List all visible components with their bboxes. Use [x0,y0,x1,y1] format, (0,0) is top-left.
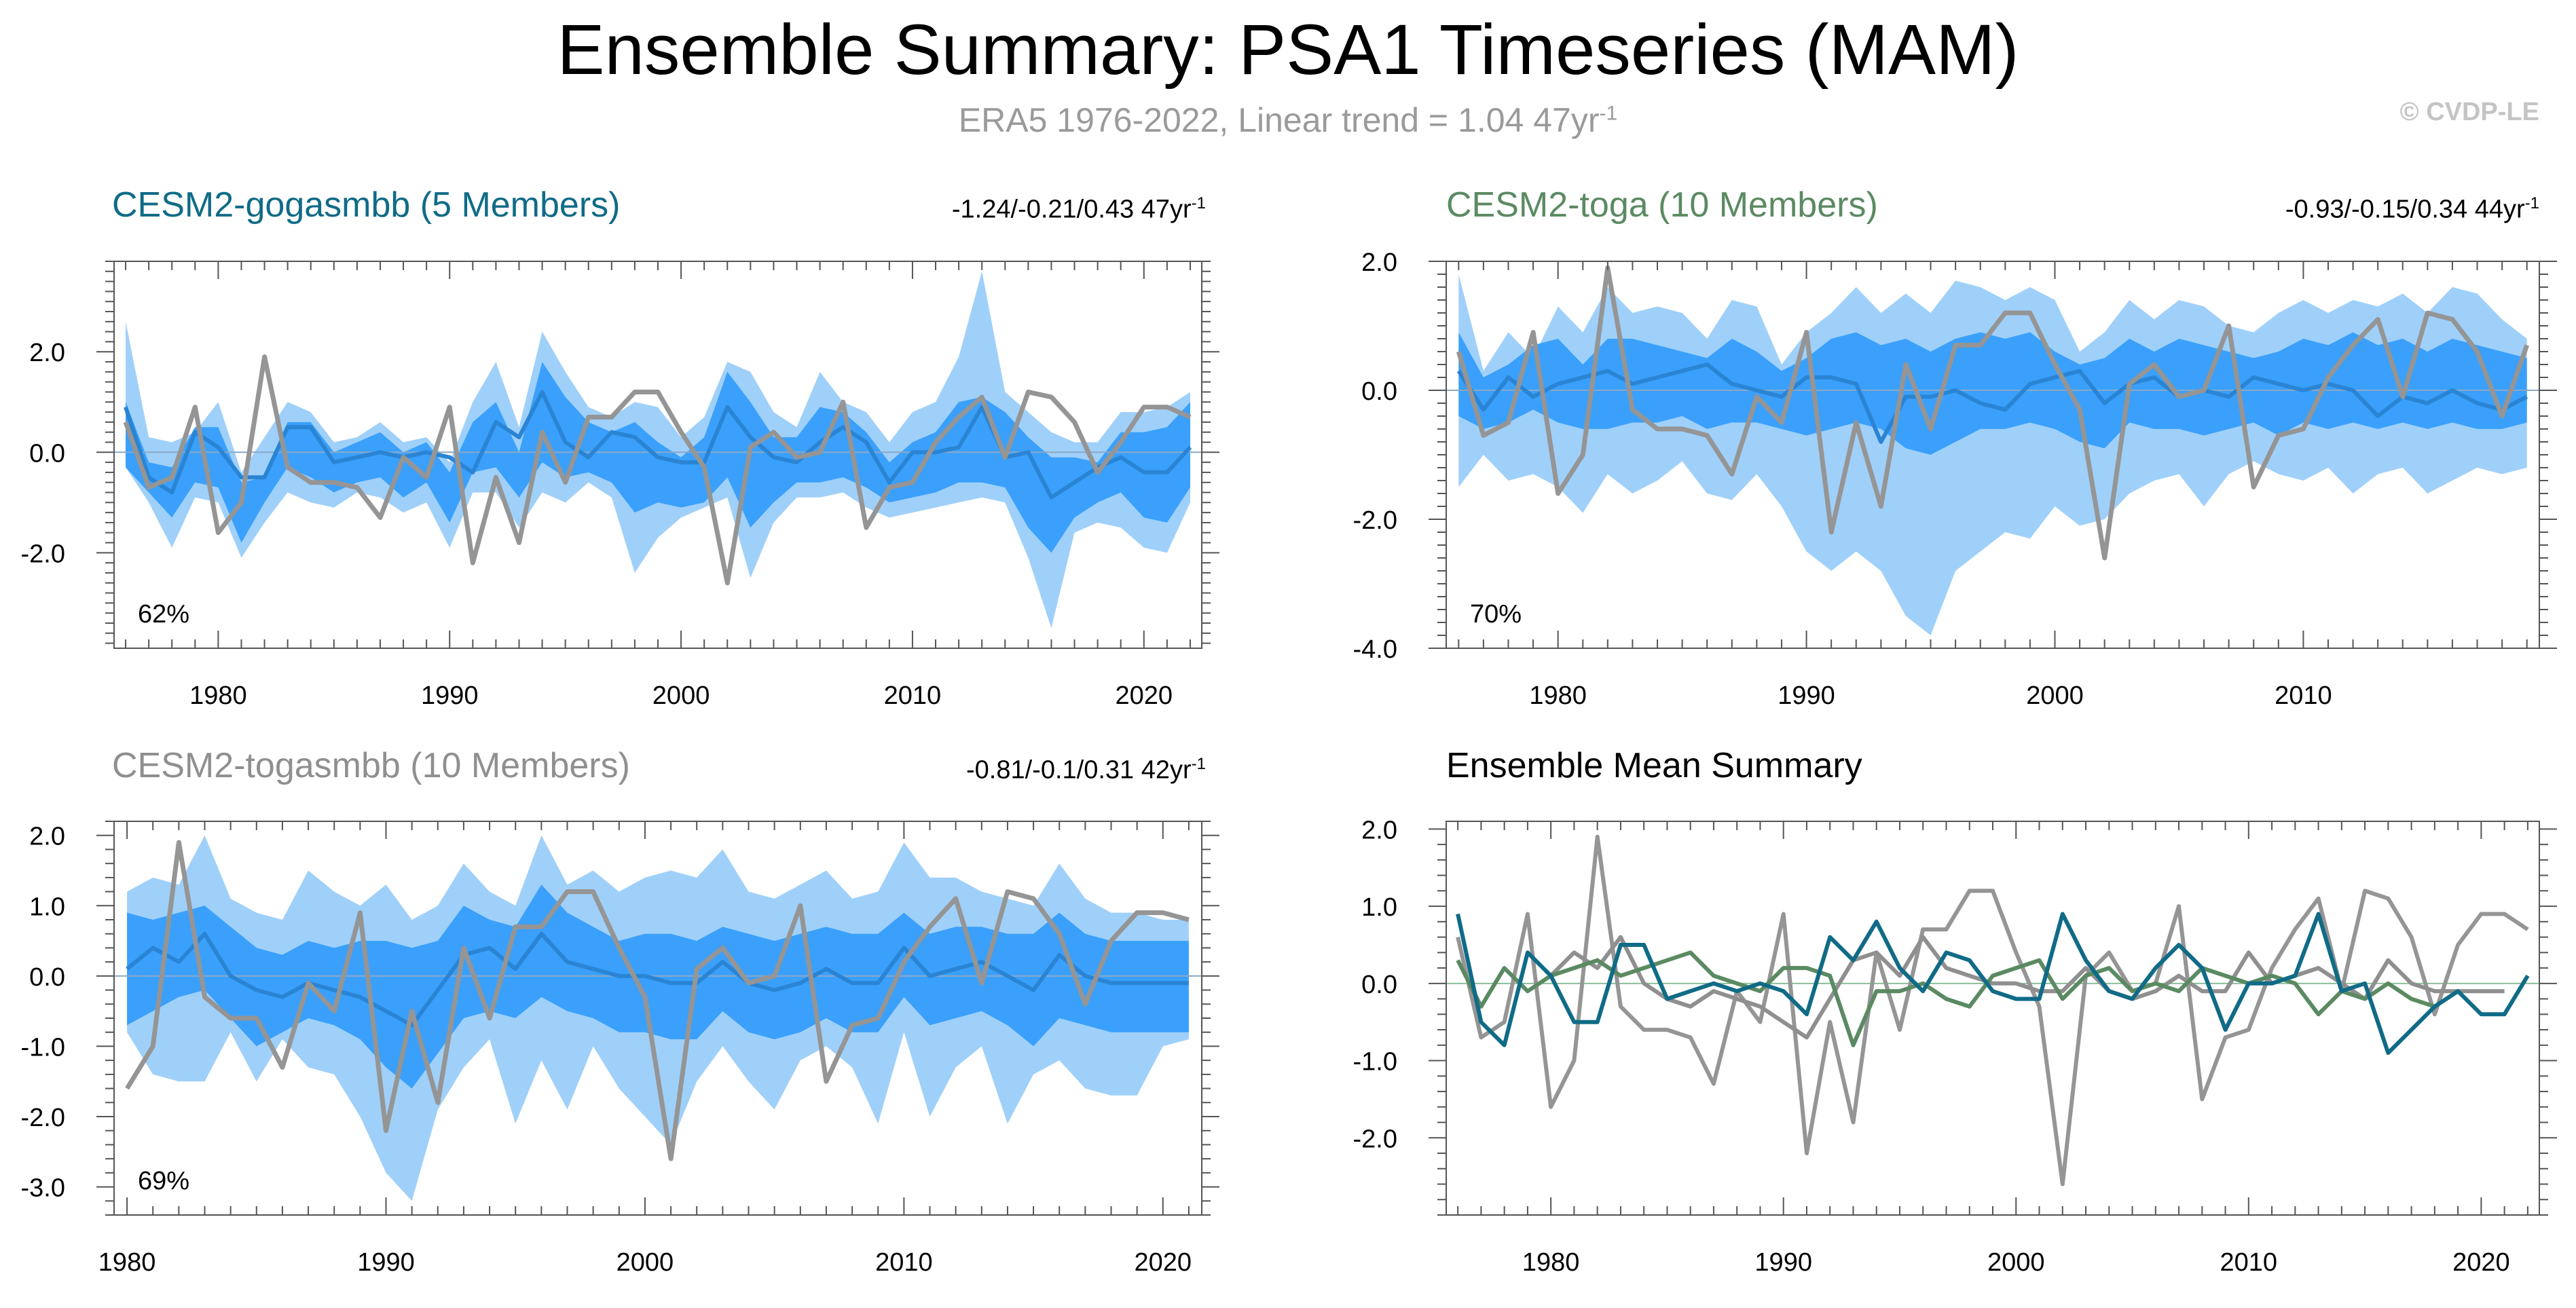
ensemble-mean-line-1 [1456,362,2528,444]
x-tick-label-0-1990: 1990 [421,681,479,710]
x-tick-label-1-2010: 2010 [2275,681,2332,710]
x-tick-label-2-2020: 2020 [1135,1248,1192,1277]
panel-stat-toga: -0.93/-0.15/0.34 44yr-1 [2285,194,2539,225]
plot-area-1 [1446,265,2539,635]
x-tick-label-3-1990: 1990 [1754,1248,1812,1277]
era5-line-2 [125,840,1190,1161]
y-tick-label-1-2: -2.0 [1353,506,1397,535]
y-tick-label-2-0: 2.0 [29,823,65,851]
subtitle-text: ERA5 1976-2022, Linear trend = 1.04 47yr [958,101,1600,139]
panel-2: 69% 1980 1990 2000 2010 2020 2.0 1.0 0.0 -1.0 -2.0… [21,821,1219,1277]
y-tick-label-0-1: 0.0 [29,439,65,468]
x-tick-label-1-2000: 2000 [2026,681,2084,710]
y-tick-label-1-3: -4.0 [1353,635,1397,664]
x-tick-label-0-1980: 1980 [189,681,247,710]
panel-3: 1980 1990 2000 2010 2020 2.0 1.0 0.0 -1.0 -2.0 [1353,816,2557,1277]
x-tick-label-3-2000: 2000 [1987,1248,2045,1277]
x-tick-label-2-2000: 2000 [617,1248,674,1277]
panel-title-togasmbb: CESM2-togasmbb (10 Members) [112,746,630,785]
x-tick-label-1-1990: 1990 [1778,681,1835,710]
spread-band-1 [1458,332,2527,455]
y-tick-label-3-0: 2.0 [1361,816,1397,844]
series-line-cesm2-gogasmbb [1456,912,2530,1055]
y-tick-label-3-1: 1.0 [1361,893,1397,922]
y-tick-label-2-2: 0.0 [29,963,65,992]
x-tick-label-0-2000: 2000 [652,681,710,710]
y-tick-label-2-1: 1.0 [29,893,65,921]
panel-0: 62% 1980 1990 2000 2010 2020 2.0 0.0 -2.0 [21,261,1219,710]
x-tick-label-2-2010: 2010 [875,1248,933,1277]
ensemble-mean-line-2 [126,931,1189,1028]
y-tick-label-2-4: -2.0 [21,1104,65,1132]
series-line-cesm2-togasmbb [1549,935,2505,1040]
plot-area-3 [1446,834,2539,1186]
panel-stat-togasmbb-sup: -1 [1191,755,1206,773]
x-tick-label-3-2020: 2020 [2452,1248,2510,1277]
panel-title-ensemble-mean: Ensemble Mean Summary [1446,746,1862,785]
percent-label-2: 69% [138,1167,189,1195]
x-tick-label-3-2010: 2010 [2220,1248,2278,1277]
panel-stat-toga-sup: -1 [2524,194,2539,212]
panel-stat-gogasmbb: -1.24/-0.21/0.43 47yr-1 [952,194,1206,225]
ensemble-mean-line-0 [124,390,1192,500]
panel-title-gogasmbb: CESM2-gogasmbb (5 Members) [112,185,621,225]
y-tick-label-1-1: 0.0 [1361,377,1397,406]
plot-area-0 [114,271,1202,629]
panel-stat-togasmbb: -0.81/-0.1/0.31 42yr-1 [966,755,1206,785]
y-tick-label-0-0: 2.0 [29,339,65,367]
x-tick-label-2-1980: 1980 [98,1248,156,1277]
panel-stat-gogasmbb-text: -1.24/-0.21/0.43 47yr [951,195,1192,224]
y-tick-label-3-4: -2.0 [1353,1125,1397,1153]
x-tick-label-0-2010: 2010 [884,681,942,710]
era5-line-0 [123,354,1192,586]
main-title: Ensemble Summary: PSA1 Timeseries (MAM) [557,10,2019,90]
panel-stat-togasmbb-text: -0.81/-0.1/0.31 42yr [966,755,1192,785]
panel-title-toga: CESM2-toga (10 Members) [1446,185,1878,225]
x-tick-label-0-2020: 2020 [1116,681,1173,710]
panel-stat-gogasmbb-sup: -1 [1191,194,1206,212]
y-tick-label-3-3: -1.0 [1353,1048,1397,1077]
x-tick-label-2-1990: 1990 [357,1248,415,1277]
subtitle-superscript: -1 [1599,102,1618,125]
panel-1: 70% 1980 1990 2000 2010 2.0 0.0 -2.0 -4.0 [1353,248,2557,710]
x-tick-label-3-1980: 1980 [1522,1248,1580,1277]
y-tick-label-1-0: 2.0 [1361,248,1397,277]
y-tick-label-2-5: -3.0 [21,1174,65,1203]
series-line-cesm2-toga [1456,950,2459,1047]
copyright-label: © CVDP-LE [2399,98,2539,126]
y-tick-label-0-2: -2.0 [21,540,65,568]
percent-label-1: 70% [1470,600,1522,629]
y-tick-label-3-2: 0.0 [1361,971,1397,999]
series-line-era5 [1456,834,2529,1186]
era5-line-1 [1456,265,2530,561]
x-tick-label-1-1980: 1980 [1529,681,1587,710]
panel-stat-toga-text: -0.93/-0.15/0.34 44yr [2285,195,2525,224]
percent-label-0: 62% [138,600,189,629]
plot-area-2 [114,835,1202,1201]
subtitle: ERA5 1976-2022, Linear trend = 1.04 47yr… [0,100,2576,140]
y-tick-label-2-3: -1.0 [21,1033,65,1062]
